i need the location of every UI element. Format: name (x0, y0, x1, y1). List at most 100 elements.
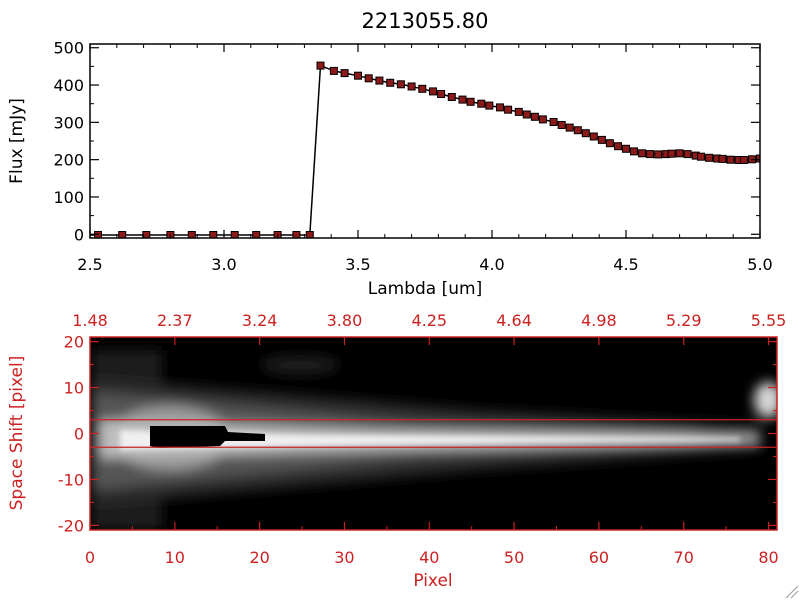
flux-point (739, 156, 748, 164)
heatmap-top-tick-label: 3.80 (327, 311, 363, 330)
chart-title: 2213055.80 (362, 9, 489, 33)
y-tick-label: 100 (53, 188, 84, 207)
heatmap-top-tick-label: 2.37 (157, 311, 193, 330)
flux-point (514, 107, 523, 116)
flux-point (477, 99, 486, 108)
heatmap-y-tick-label: -20 (58, 516, 84, 535)
flux-point (396, 80, 405, 89)
flux-point (386, 78, 395, 87)
flux-point (530, 112, 539, 121)
flux-point (705, 153, 714, 162)
flux-point (447, 93, 456, 101)
x-tick-label: 3.0 (211, 255, 236, 274)
flux-point (718, 154, 727, 163)
flux-point (614, 142, 622, 151)
x-tick-label: 5.0 (747, 255, 772, 274)
heatmap-y-ticks: -20 -10 0 10 20 (58, 333, 777, 535)
flux-point (630, 147, 638, 156)
heatmap-top-tick-label: 4.64 (496, 311, 532, 330)
aperture-lines (90, 419, 777, 448)
flux-point (557, 121, 566, 129)
flux-point (622, 144, 630, 153)
heatmap-x-tick-label: 50 (504, 548, 524, 567)
x-tick-label: 4.0 (479, 255, 504, 274)
heatmap-x-tick-label: 70 (674, 548, 694, 567)
flux-point (142, 231, 151, 238)
heatmap-x-tick-label: 20 (249, 548, 269, 567)
flux-point (466, 97, 475, 106)
heatmap-x-ticks: 0 10 20 30 40 50 60 70 80 (85, 522, 779, 567)
flux-point (187, 231, 196, 238)
heatmap-x-tick-label: 60 (589, 548, 609, 567)
x-tick-label: 3.5 (345, 255, 370, 274)
spectrum-x-ticks: 2.5 3.0 3.5 4.0 4.5 5.0 (77, 44, 773, 274)
resize-grip-icon[interactable] (785, 585, 799, 599)
flux-point (316, 61, 325, 70)
flux-point (597, 135, 606, 144)
flux-point (375, 76, 384, 85)
y-tick-label: 400 (53, 76, 84, 95)
heatmap-top-wavelength-ticks: 1.48 2.37 3.24 3.80 4.25 4.64 4.98 5.29 5.55 (72, 311, 786, 345)
flux-point (549, 118, 558, 126)
flux-point (654, 150, 663, 159)
heatmap-y-tick-label: -10 (58, 470, 84, 489)
heatmap-x-tick-label: 10 (165, 548, 185, 567)
heatmap-x-axis-label: Pixel (413, 571, 452, 591)
flux-point (726, 155, 735, 164)
heatmap-x-tick-label: 80 (758, 548, 778, 567)
flux-line (90, 64, 760, 236)
flux-point (252, 231, 261, 238)
heatmap-top-tick-label: 4.25 (411, 311, 447, 330)
heatmap-x-tick-label: 30 (334, 548, 354, 567)
heatmap-y-tick-label: 0 (74, 425, 84, 444)
spectrum-y-axis-label: Flux [mJy] (7, 98, 27, 184)
flux-series (90, 61, 760, 238)
y-tick-label: 300 (53, 113, 84, 132)
flux-point (118, 231, 127, 238)
flux-point (565, 123, 574, 132)
flux-point (504, 105, 513, 114)
flux-point (230, 231, 239, 238)
heatmap-y-tick-label: 20 (64, 333, 84, 352)
flux-point (340, 69, 349, 78)
flux-point (485, 101, 494, 110)
spectrum-y-ticks: 0 100 200 300 400 500 (53, 39, 760, 244)
flux-point (675, 149, 684, 158)
spectrum-plot-frame (89, 43, 761, 239)
x-tick-label: 4.5 (613, 255, 638, 274)
flux-point (638, 149, 647, 158)
spectrum-chart: 2213055.80 2.5 3.0 3.5 4.0 4.5 5.0 0 100 200 300… (7, 9, 773, 299)
flux-point (437, 90, 446, 98)
flux-point (667, 149, 676, 158)
flux-point (646, 150, 655, 159)
flux-point (496, 103, 504, 112)
y-tick-label: 0 (74, 225, 84, 244)
flux-point (683, 150, 692, 159)
flux-point (209, 231, 218, 238)
heatmap-top-tick-label: 1.48 (72, 311, 108, 330)
heatmap-y-tick-label: 10 (64, 379, 84, 398)
flux-point (354, 71, 362, 80)
flux-point (458, 95, 467, 104)
flux-point (522, 110, 531, 119)
flux-point (756, 154, 760, 163)
flux-point (697, 152, 705, 161)
spatial-heatmap: 0 10 20 30 40 50 60 70 80 -20 -10 0 10 20 1.48 2.37 3.… (7, 311, 786, 591)
heatmap-image (90, 337, 777, 530)
flux-point (407, 82, 416, 91)
heatmap-top-tick-label: 5.55 (751, 311, 787, 330)
flux-point (364, 74, 373, 83)
flux-point (305, 231, 314, 238)
y-tick-label: 500 (53, 39, 84, 58)
flux-point (589, 132, 598, 141)
flux-point (429, 87, 437, 96)
heatmap-x-tick-label: 40 (419, 548, 439, 567)
flux-point (581, 129, 590, 138)
heatmap-top-tick-label: 5.29 (666, 311, 702, 330)
flux-point (538, 115, 547, 124)
heatmap-y-axis-label: Space Shift [pixel] (7, 356, 27, 511)
flux-point (605, 139, 614, 148)
y-tick-label: 200 (53, 151, 84, 170)
heatmap-top-tick-label: 4.98 (581, 311, 617, 330)
